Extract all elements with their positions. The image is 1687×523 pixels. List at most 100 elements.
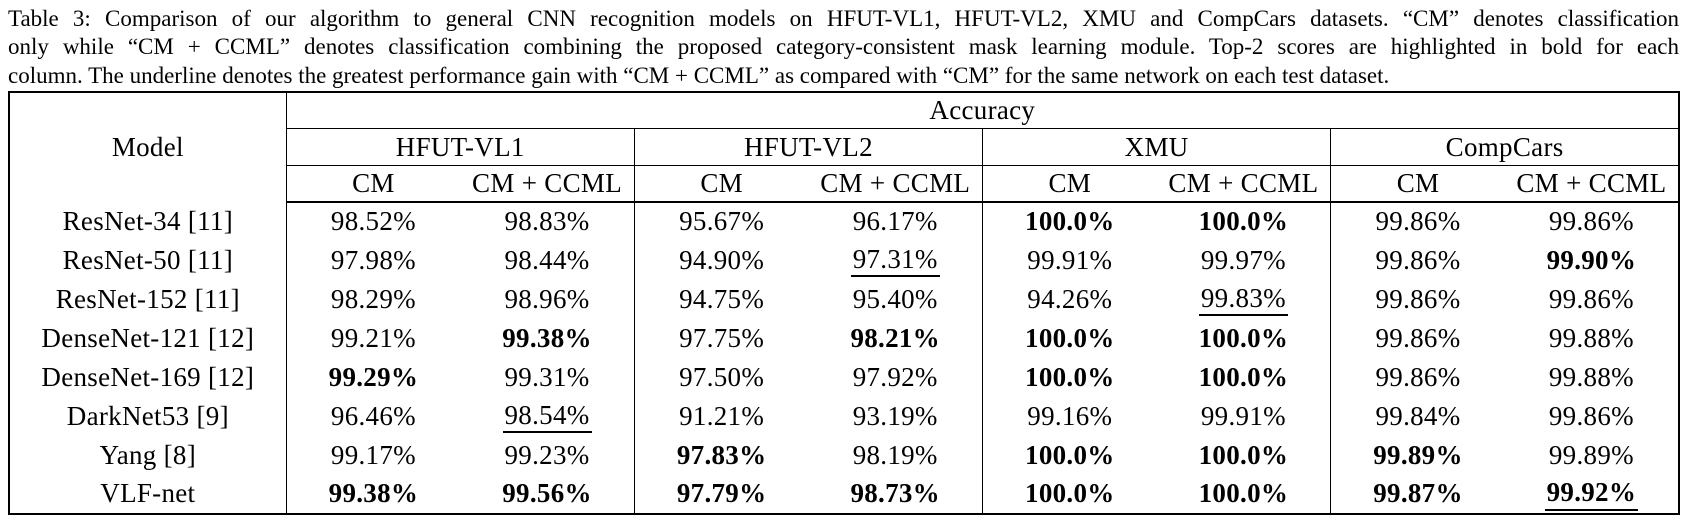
table-row: ResNet-34 [11] 98.52% 98.83% 95.67% 96.17% 10… (9, 201, 1679, 241)
accuracy-value: 94.26% (1027, 283, 1113, 314)
accuracy-cell: 99.86% (1505, 397, 1679, 436)
accuracy-value: 98.96% (504, 283, 590, 314)
accuracy-value: 95.40% (852, 283, 938, 314)
accuracy-value: 97.75% (679, 322, 765, 353)
accuracy-value: 95.67% (679, 206, 765, 237)
accuracy-value: 100.0% (1198, 439, 1289, 470)
subcol-header-cm-ccml: CM + CCML (460, 165, 635, 203)
accuracy-value: 98.21% (850, 322, 940, 353)
accuracy-cell: 99.88% (1505, 319, 1679, 358)
accuracy-value: 99.84% (1375, 400, 1461, 431)
accuracy-cell: 98.54% (460, 396, 635, 436)
accuracy-cell: 100.0% (1156, 435, 1332, 475)
accuracy-cell: 100.0% (983, 358, 1157, 397)
accuracy-cell: 99.89% (1505, 436, 1679, 475)
subcol-header-cm-ccml: CM + CCML (1156, 165, 1332, 203)
accuracy-value: 97.79% (676, 478, 767, 509)
dataset-header-xmu: XMU (982, 128, 1332, 167)
accuracy-cell: 100.0% (1156, 201, 1332, 241)
table-caption: Table 3: Comparison of our algorithm to … (8, 5, 1679, 90)
accuracy-value: 97.83% (676, 439, 767, 470)
subcol-header-cm: CM (634, 165, 809, 203)
accuracy-cell: 99.84% (1331, 397, 1505, 436)
accuracy-value: 93.19% (852, 400, 938, 431)
accuracy-value: 98.29% (330, 283, 416, 314)
accuracy-cell: 100.0% (1156, 318, 1332, 358)
subcol-header-cm-ccml: CM + CCML (1504, 165, 1679, 203)
model-cell: Yang [8] (9, 435, 287, 475)
accuracy-value: 99.89% (1548, 439, 1634, 470)
accuracy-value: 99.56% (502, 478, 592, 509)
accuracy-value: 99.89% (1373, 439, 1463, 470)
accuracy-value: 91.21% (679, 400, 765, 431)
accuracy-cell: 99.86% (1331, 202, 1505, 241)
accuracy-value: 99.91% (1200, 400, 1286, 431)
accuracy-value: 96.46% (330, 400, 416, 431)
accuracy-cell: 100.0% (1156, 357, 1332, 397)
accuracy-cell: 98.52% (286, 202, 460, 241)
accuracy-value: 99.90% (1546, 244, 1637, 275)
accuracy-cell: 100.0% (983, 475, 1157, 514)
accuracy-value: 100.0% (1198, 322, 1289, 353)
accuracy-cell: 100.0% (983, 319, 1157, 358)
table-row: ResNet-152 [11] 98.29% 98.96% 94.75% 95.40% 9… (9, 279, 1679, 319)
accuracy-cell: 99.86% (1331, 319, 1505, 358)
accuracy-cell: 99.86% (1505, 202, 1679, 241)
accuracy-value: 98.83% (504, 206, 590, 237)
dataset-header-hfut-vl2: HFUT-VL2 (634, 128, 984, 167)
accuracy-cell: 99.91% (1156, 396, 1332, 436)
caption-line-1: Table 3: Comparison of our algorithm to … (8, 6, 1679, 31)
accuracy-cell: 99.86% (1331, 241, 1505, 280)
accuracy-value: 98.44% (504, 244, 590, 275)
accuracy-value: 99.23% (504, 439, 590, 470)
accuracy-cell: 99.86% (1505, 280, 1679, 319)
accuracy-value: 100.0% (1025, 206, 1115, 237)
accuracy-value: 99.17% (330, 439, 416, 470)
accuracy-value: 100.0% (1025, 361, 1115, 392)
accuracy-cell: 99.38% (286, 475, 460, 514)
accuracy-cell: 97.31% (808, 240, 984, 280)
accuracy-cell: 96.17% (808, 201, 984, 241)
accuracy-cell: 95.40% (808, 279, 984, 319)
accuracy-cell: 99.97% (1156, 240, 1332, 280)
subcol-header-cm-ccml: CM + CCML (808, 165, 984, 203)
accuracy-value: 100.0% (1198, 361, 1289, 392)
accuracy-value: 94.90% (679, 244, 765, 275)
table-row: VLF-net 99.38% 99.56% 97.79% 98.73% 100.0% 100… (9, 474, 1679, 514)
model-cell: ResNet-152 [11] (9, 279, 287, 319)
accuracy-cell: 97.75% (634, 319, 808, 358)
accuracy-cell: 99.56% (460, 474, 635, 514)
accuracy-cell: 99.21% (286, 319, 460, 358)
accuracy-value: 99.88% (1548, 322, 1634, 353)
accuracy-cell: 97.79% (634, 475, 808, 514)
results-table-body: ResNet-34 [11] 98.52% 98.83% 95.67% 96.17% 10… (9, 201, 1679, 514)
accuracy-value: 94.75% (679, 283, 765, 314)
header-row-accuracy: Model Accuracy (9, 91, 1679, 202)
caption-line-3: column. The underline denotes the greate… (8, 62, 1390, 88)
accuracy-cell: 100.0% (983, 436, 1157, 475)
accuracy-cell: 98.21% (808, 318, 984, 358)
accuracy-cell: 93.19% (808, 396, 984, 436)
accuracy-cell: 100.0% (983, 202, 1157, 241)
accuracy-value: 99.38% (502, 322, 592, 353)
accuracy-value: 99.86% (1375, 206, 1461, 237)
accuracy-value: 99.88% (1548, 361, 1634, 392)
accuracy-value: 99.86% (1375, 322, 1461, 353)
accuracy-cell: 98.19% (808, 435, 984, 475)
accuracy-value: 99.29% (328, 361, 419, 392)
accuracy-cell: 99.31% (460, 357, 635, 397)
accuracy-value: 100.0% (1198, 206, 1289, 237)
accuracy-value: 100.0% (1025, 322, 1115, 353)
accuracy-value: 99.87% (1373, 478, 1463, 509)
accuracy-cell: 95.67% (634, 202, 808, 241)
accuracy-value: 99.86% (1375, 361, 1461, 392)
accuracy-value: 97.98% (330, 244, 416, 275)
accuracy-cell: 99.87% (1331, 475, 1505, 514)
accuracy-cell: 98.96% (460, 279, 635, 319)
accuracy-cell: 99.90% (1505, 241, 1679, 280)
accuracy-cell: 94.75% (634, 280, 808, 319)
subcol-header-cm: CM (286, 165, 461, 203)
model-cell: ResNet-34 [11] (9, 201, 287, 241)
model-cell: ResNet-50 [11] (9, 240, 287, 280)
accuracy-value: 99.86% (1548, 206, 1634, 237)
